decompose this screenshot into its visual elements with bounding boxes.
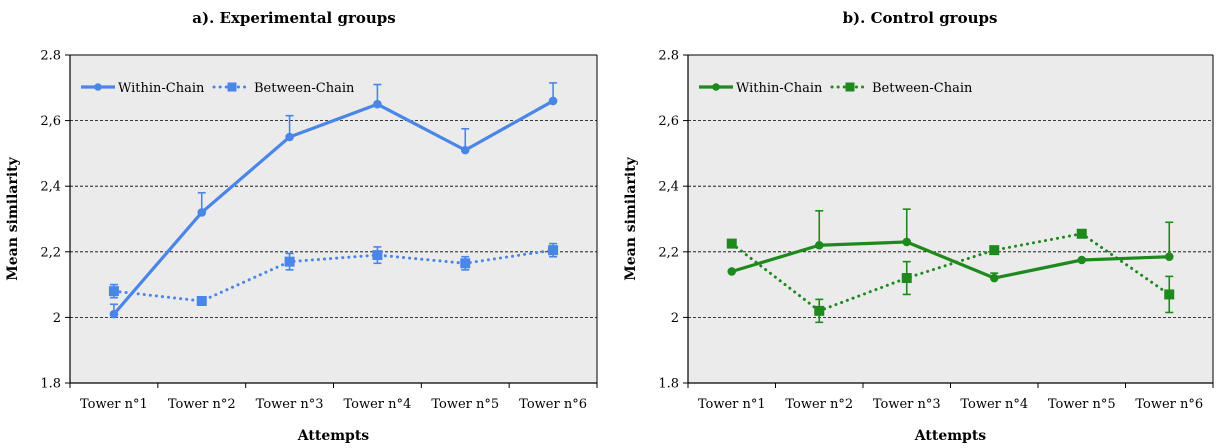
x-tick-label: Tower n°5 — [431, 397, 499, 412]
legend-label-between-chain: Between-Chain — [254, 81, 355, 96]
legend-marker-within-chain — [712, 83, 720, 91]
data-point — [108, 286, 119, 297]
legend-label-within-chain: Within-Chain — [118, 81, 205, 96]
y-tick-label: 2.8 — [658, 49, 679, 64]
series-between-chain — [108, 242, 559, 306]
legend-marker-between-chain — [227, 82, 237, 92]
x-tick-label: Tower n°1 — [698, 397, 766, 412]
x-tick-label: Tower n°2 — [168, 397, 236, 412]
data-point — [109, 309, 119, 319]
data-point — [902, 237, 912, 247]
data-point — [548, 96, 558, 106]
legend-label-between-chain: Between-Chain — [872, 81, 973, 96]
data-point — [373, 99, 382, 109]
x-tick-label: Tower n°1 — [80, 397, 148, 412]
y-tick-label: 2 — [53, 311, 61, 326]
chart-title: a). Experimental groups — [192, 9, 395, 27]
data-point — [1076, 228, 1087, 239]
x-axis-title: Attempts — [297, 428, 370, 444]
y-tick-label: 2 — [671, 311, 679, 326]
data-point — [196, 296, 207, 306]
y-tick-label: 2,2 — [658, 245, 679, 260]
data-point — [727, 267, 737, 276]
data-point — [1164, 252, 1174, 262]
y-tick-label: 1.8 — [658, 377, 679, 392]
series-line — [112, 248, 555, 303]
y-tick-label: 1.8 — [40, 377, 61, 392]
y-tick-label: 2,4 — [40, 180, 61, 195]
series-line — [730, 240, 1171, 280]
chart-title: b). Control groups — [843, 9, 998, 27]
series-within-chain — [109, 82, 558, 319]
data-point — [989, 273, 999, 283]
legend-marker-between-chain — [845, 82, 855, 92]
data-point — [814, 305, 825, 316]
y-axis-title: Mean similarity — [623, 156, 639, 280]
x-tick-label: Tower n°2 — [785, 397, 853, 412]
data-point — [989, 245, 1000, 256]
series-line — [730, 232, 1171, 313]
data-point — [548, 245, 559, 256]
data-point — [372, 250, 383, 261]
data-point — [814, 240, 824, 250]
data-point — [1164, 289, 1175, 300]
x-tick-label: Tower n°3 — [256, 397, 324, 412]
x-tick-label: Tower n°4 — [960, 397, 1028, 412]
plot-area — [70, 55, 597, 383]
y-tick-label: 2.8 — [40, 49, 61, 64]
series-line — [112, 99, 555, 316]
data-point — [285, 132, 294, 142]
y-tick-label: 2,6 — [40, 114, 61, 129]
x-tick-label: Tower n°5 — [1048, 397, 1116, 412]
data-point — [460, 145, 470, 155]
y-tick-label: 2,2 — [40, 245, 61, 260]
legend: Within-Chain Between-Chain — [699, 81, 973, 96]
data-point — [284, 256, 295, 267]
legend-marker-within-chain — [94, 83, 102, 91]
y-tick-label: 2,6 — [658, 114, 679, 129]
x-tick-label: Tower n°6 — [519, 397, 587, 412]
x-tick-label: Tower n°6 — [1135, 397, 1203, 412]
plot-area — [688, 55, 1213, 383]
x-tick-label: Tower n°3 — [873, 397, 941, 412]
chart-panel-2: b). Control groups 1.8 2 2,2 2,4 2,6 2.8 Tower … — [623, 9, 1214, 444]
data-point — [726, 238, 737, 249]
x-tick-label: Tower n°4 — [344, 397, 412, 412]
data-point — [197, 208, 207, 217]
x-axis-title: Attempts — [914, 428, 987, 444]
data-point — [460, 258, 471, 269]
series-within-chain — [727, 208, 1174, 283]
legend: Within-Chain Between-Chain — [81, 81, 355, 96]
y-axis-title: Mean similarity — [5, 156, 21, 280]
chart-panel-1: a). Experimental groups 1.8 2 2,2 2,4 2,6 2.8 T… — [5, 9, 598, 444]
series-between-chain — [726, 228, 1175, 324]
y-tick-label: 2,4 — [658, 180, 679, 195]
legend-label-within-chain: Within-Chain — [736, 81, 823, 96]
data-point — [1077, 255, 1087, 265]
data-point — [901, 273, 912, 284]
